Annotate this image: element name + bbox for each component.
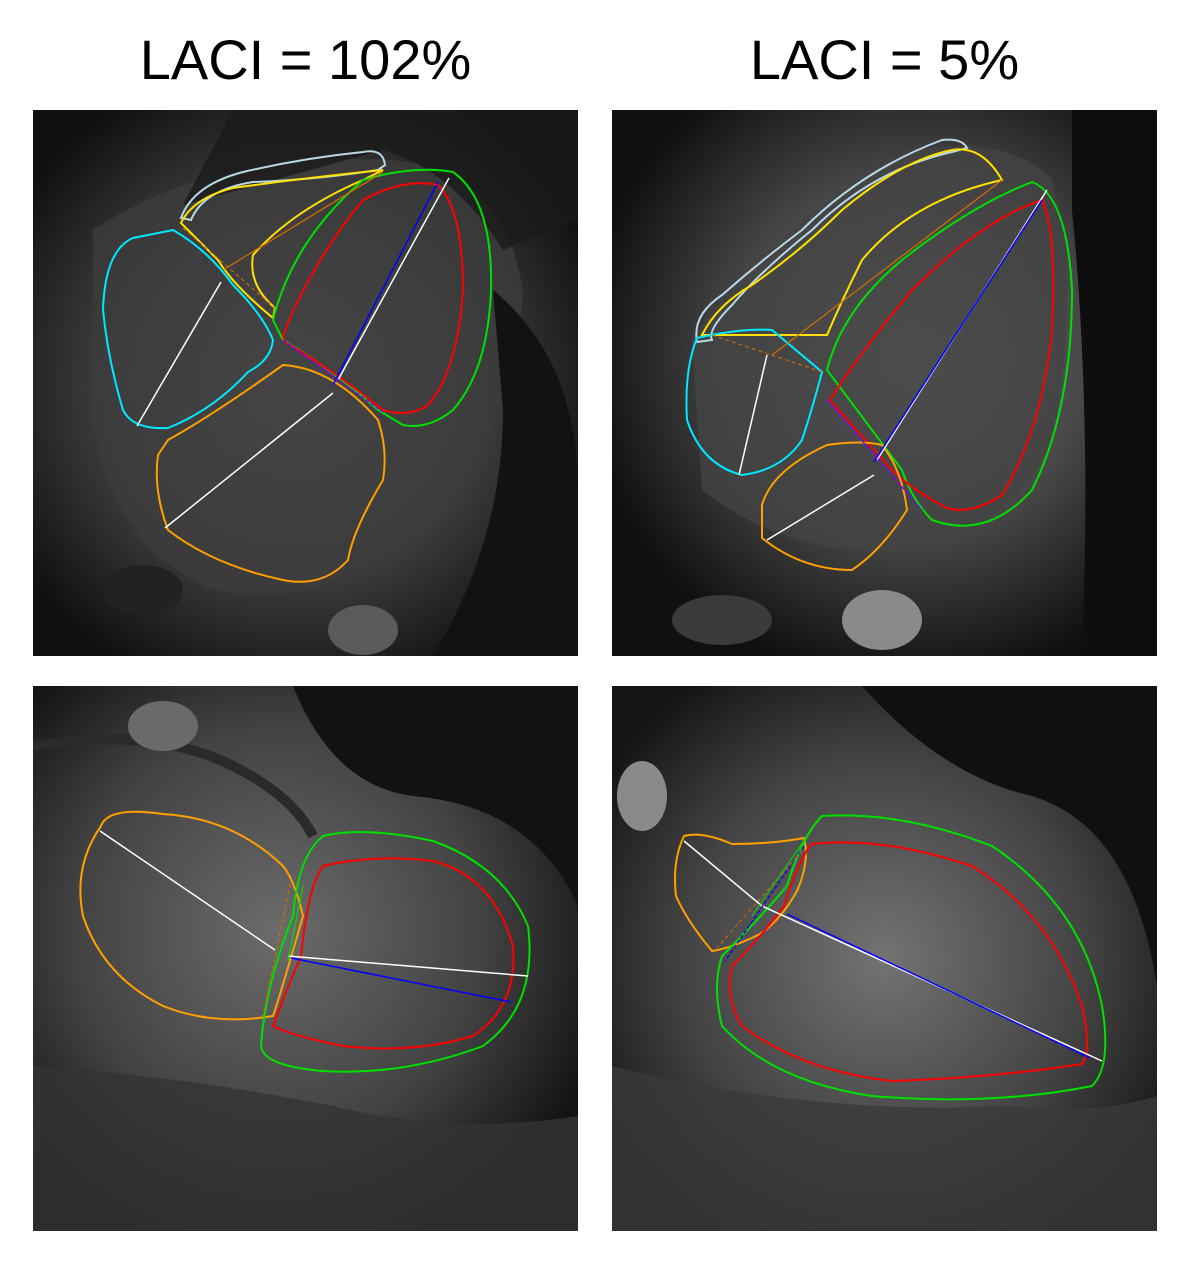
atrial-dashed-link-line — [711, 334, 823, 373]
left-ventricle-endocardium-contour — [281, 182, 465, 415]
left-atrium-long-axis-line — [683, 840, 763, 907]
mri-image-two-chamber-low-laci — [612, 686, 1157, 1231]
left-ventricle-endocardium-contour — [828, 198, 1055, 511]
right-ventricle-endocardium-contour — [179, 169, 384, 320]
left-atrium-contour — [674, 833, 807, 953]
atrial-link-line — [771, 179, 1003, 356]
laci-title-right: LACI = 5% — [749, 28, 1020, 91]
left-atrium-long-axis-line — [766, 474, 875, 541]
mitral-annulus-green-line — [287, 885, 304, 962]
left-atrium-contour — [155, 363, 386, 583]
right-atrium-long-axis-line — [136, 281, 222, 427]
lv-long-axis-line — [287, 955, 529, 977]
mri-image-four-chamber-high-laci — [33, 110, 578, 656]
right-ventricle-epicardium-contour — [179, 150, 387, 222]
mitral-annulus-line — [262, 883, 291, 1017]
laci-title-left: LACI = 102% — [139, 28, 472, 91]
left-atrium-contour — [79, 810, 305, 1021]
mri-panel-two-chamber-high-laci — [33, 686, 578, 1231]
mri-image-two-chamber-high-laci — [33, 686, 578, 1231]
mri-panel-four-chamber-high-laci — [33, 110, 578, 656]
mitral-annulus-line — [724, 845, 805, 962]
right-atrium-contour — [101, 228, 275, 430]
right-atrium-contour — [685, 328, 824, 477]
left-atrium-long-axis-line — [99, 830, 276, 951]
lv-long-axis-blue-line — [873, 199, 1043, 463]
left-ventricle-epicardium-contour — [825, 180, 1074, 527]
left-atrium-long-axis-line — [164, 392, 334, 529]
mitral-annulus-line — [282, 339, 384, 413]
left-ventricle-epicardium-contour — [259, 831, 531, 1073]
atrial-dashed-link-line — [182, 227, 276, 309]
mitral-annulus-line — [826, 399, 923, 511]
mitral-annulus-orange-line — [716, 850, 803, 949]
right-atrium-long-axis-line — [738, 354, 768, 476]
lv-long-axis-blue-line — [786, 913, 1091, 1059]
atrial-link-line — [222, 171, 384, 271]
left-ventricle-epicardium-contour — [716, 814, 1107, 1101]
mri-image-four-chamber-low-laci — [612, 110, 1157, 656]
lv-long-axis-blue-line — [332, 181, 439, 386]
lv-long-axis-line — [337, 177, 450, 381]
left-ventricle-endocardium-contour — [271, 857, 515, 1050]
mri-panel-two-chamber-low-laci — [612, 686, 1157, 1231]
left-ventricle-endocardium-contour — [728, 841, 1088, 1083]
mri-panel-four-chamber-low-laci — [612, 110, 1157, 656]
right-ventricle-endocardium-contour — [700, 148, 1004, 336]
mitral-annulus-green-line — [751, 835, 808, 917]
lv-long-axis-blue-line — [290, 957, 512, 1003]
left-atrium-contour — [761, 441, 909, 572]
